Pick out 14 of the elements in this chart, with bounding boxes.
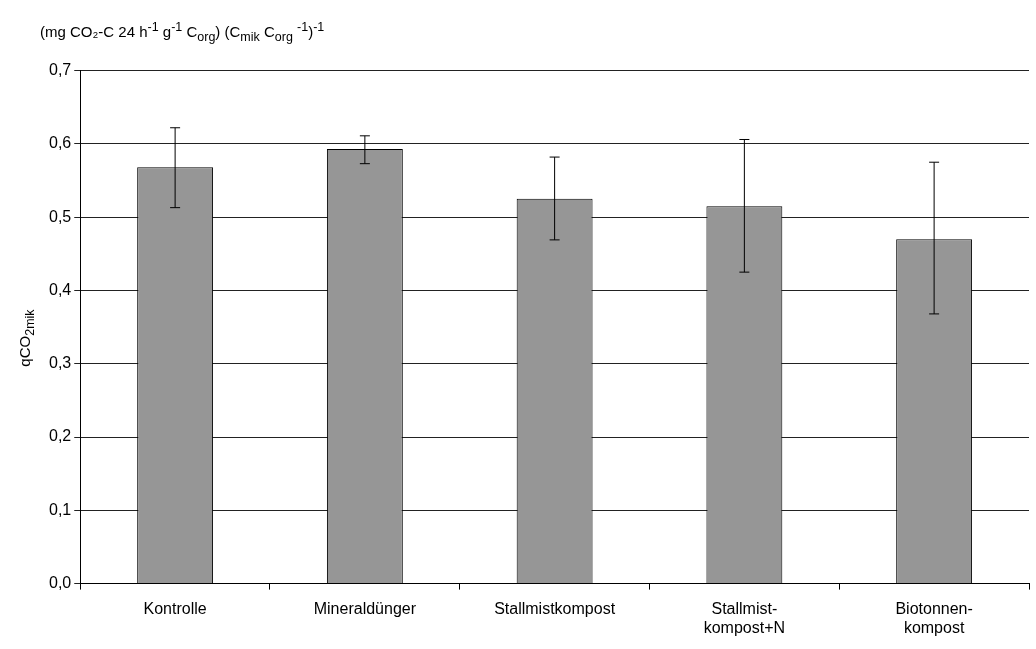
y-tick-label: 0,5 xyxy=(48,207,72,225)
y-tick-label: 0,1 xyxy=(48,500,72,518)
y-tick-label: 0,3 xyxy=(48,354,72,372)
y-tick-label: 0,2 xyxy=(48,427,72,445)
x-tick-label: Stallmist-kompost+N xyxy=(703,599,786,636)
y-tick-label: 0,0 xyxy=(48,574,72,592)
y-tick-label: 0,7 xyxy=(48,61,72,79)
x-tick-label: Stallmistkompost xyxy=(494,599,616,617)
x-tick-label: Mineraldünger xyxy=(313,599,417,617)
x-tick-label: Kontrolle xyxy=(143,599,207,617)
y-tick-label: 0,4 xyxy=(48,280,72,298)
x-tick-label: Biotonnen-kompost xyxy=(895,599,973,636)
chart-title: (mg CO₂-C 24 h$^{-1}$ g$^{-1}$ C$_{org}$) (C$_{mik}$ C$_{org}$ $^{-1}$)$^{-1}$ xyxy=(40,20,325,44)
y-tick-label: 0,6 xyxy=(48,134,72,152)
